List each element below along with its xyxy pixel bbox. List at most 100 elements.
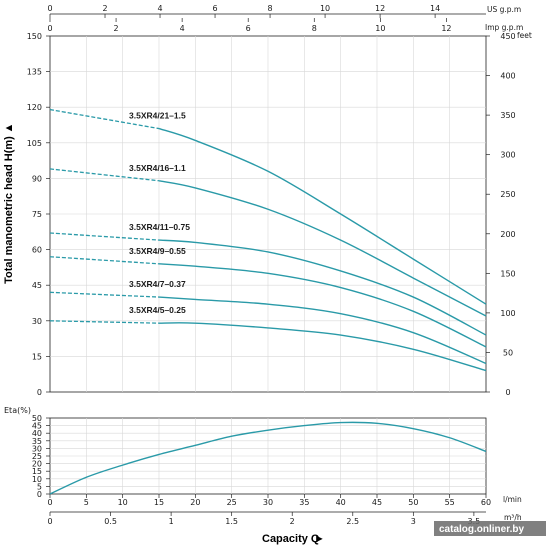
m3h-tick-label: 0.5 [104,517,117,526]
feet-tick-label: 0 [505,388,510,397]
eta-y-tick-label: 0 [37,490,42,499]
us-gpm-tick-label: 10 [320,4,330,13]
capacity-axis-arrow: ► [314,533,325,545]
eta-y-tick-label: 50 [32,414,42,423]
lmin-tick-label: 40 [336,498,346,507]
eta-y-tick-label: 45 [32,422,42,431]
m3h-tick-label: 1.5 [225,517,238,526]
m3h-tick-label: 0 [47,517,52,526]
eta-chart-grid [50,418,486,494]
head-curves [49,108,487,372]
imp-gpm-unit: Imp g.p.m [485,23,523,32]
head-y-tick-label: 60 [32,246,42,255]
lmin-tick-label: 35 [299,498,309,507]
eta-y-tick-label: 20 [32,460,42,469]
feet-tick-label: 350 [500,111,515,120]
head-y-tick-label: 45 [32,281,42,290]
eta-curve-line [49,421,487,495]
head-curve-solid [158,239,487,336]
eta-axis-title: Eta(%) [4,406,31,415]
us-gpm-tick-label: 4 [157,4,162,13]
us-gpm-tick-label: 0 [47,4,52,13]
m3h-tick-label: 1 [169,517,174,526]
head-axis-arrow: ▲ [3,123,15,134]
feet-tick-label: 300 [500,151,515,160]
lmin-tick-label: 20 [190,498,200,507]
head-curve-solid [158,263,487,348]
lmin-tick-label: 25 [227,498,237,507]
top-axis-ticks: 0 2 4 6 8 10 12 14 0 2 4 6 8 10 12 [47,4,451,33]
us-gpm-tick-label: 12 [375,4,385,13]
head-curve-solid [158,322,487,372]
eta-y-tick-label: 30 [32,444,42,453]
head-curve-label: 3.5XR4/5–0.25 [129,305,186,315]
feet-tick-label: 50 [503,348,513,357]
eta-y-tick-label: 10 [32,475,42,484]
head-curve-solid [158,296,487,365]
lmin-tick-label: 50 [408,498,418,507]
lmin-unit: l/min [503,495,522,504]
head-curve-dashed [49,320,160,324]
eta-y-tick-label: 5 [37,482,42,491]
head-curve-dashed [49,232,160,241]
m3h-tick-label: 3 [411,517,416,526]
head-axis-title: Total manometric head H(m) [3,136,15,284]
head-y-tick-label: 90 [32,174,42,183]
lmin-tick-label: 10 [118,498,128,507]
head-y-tick-label: 105 [27,139,42,148]
imp-gpm-tick-label: 8 [312,24,317,33]
imp-gpm-tick-label: 12 [441,24,451,33]
feet-tick-label: 150 [500,269,515,278]
feet-tick-label: 100 [500,309,515,318]
feet-tick-label: 450 [500,32,515,41]
head-curve-label: 3.5XR4/16–1.1 [129,163,186,173]
imp-gpm-tick-label: 0 [47,24,52,33]
us-gpm-unit: US g.p.m [487,5,521,14]
feet-tick-label: 200 [500,230,515,239]
imp-gpm-tick-label: 2 [114,24,119,33]
imp-gpm-tick-label: 6 [246,24,251,33]
eta-y-tick-label: 40 [32,429,42,438]
lmin-tick-label: 45 [372,498,382,507]
head-axis-ticks: 0 15 30 45 60 75 90 105 120 135 150 0 50 100 150 200 250… [27,32,516,397]
head-y-tick-label: 150 [27,32,42,41]
feet-tick-label: 400 [500,72,515,81]
us-gpm-tick-label: 6 [212,4,217,13]
feet-unit: feet [517,31,532,40]
head-y-tick-label: 120 [27,103,42,112]
us-gpm-tick-label: 14 [430,4,440,13]
head-curve-label: 3.5XR4/11–0.75 [129,222,190,232]
head-curve-dashed [49,168,160,182]
lmin-tick-label: 55 [445,498,455,507]
us-gpm-tick-label: 8 [268,4,273,13]
head-curve-label: 3.5XR4/7–0.37 [129,279,186,289]
lmin-tick-label: 30 [263,498,273,507]
head-curve-dashed [49,291,160,298]
eta-y-tick-label: 35 [32,437,42,446]
capacity-axis-title: Capacity Q [262,533,320,545]
lmin-tick-label: 60 [481,498,491,507]
head-curve-solid [158,127,487,305]
m3h-tick-label: 2 [290,517,295,526]
head-chart-grid [50,36,486,392]
lmin-tick-label: 15 [154,498,164,507]
head-y-tick-label: 135 [27,68,42,77]
lmin-tick-label: 5 [84,498,89,507]
head-curve-labels: 3.5XR4/21–1.5 3.5XR4/16–1.1 3.5XR4/11–0.75… [129,111,190,316]
feet-tick-label: 250 [500,190,515,199]
eta-y-tick-label: 25 [32,452,42,461]
head-curve-label: 3.5XR4/21–1.5 [129,111,186,121]
head-curve-dashed [49,256,160,265]
m3h-unit: m³/h [504,513,522,522]
imp-gpm-tick-label: 10 [375,24,385,33]
m3h-tick-label: 2.5 [346,517,359,526]
head-curve-solid [158,180,487,317]
us-gpm-tick-label: 2 [102,4,107,13]
imp-gpm-tick-label: 4 [180,24,185,33]
eta-curve [49,421,487,495]
head-y-tick-label: 0 [37,388,42,397]
watermark-box [434,521,546,536]
